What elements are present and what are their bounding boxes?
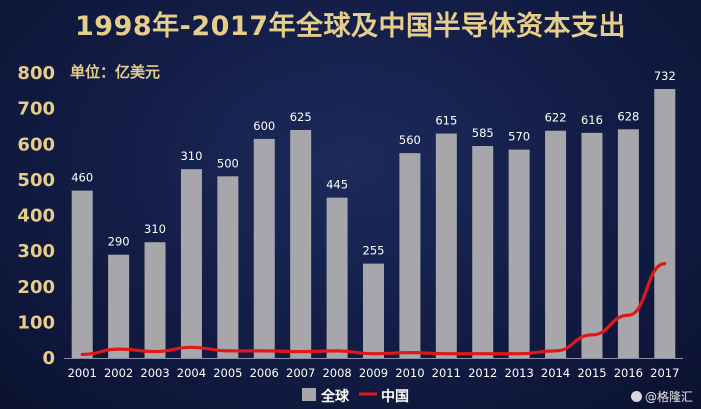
y-tick-label: 400 <box>17 206 55 227</box>
x-tick-label: 2005 <box>213 366 242 380</box>
china-series-line <box>80 261 667 357</box>
x-tick-label: 2012 <box>468 366 497 380</box>
bar <box>253 138 275 358</box>
x-tick-label: 2016 <box>614 366 643 380</box>
bar <box>144 242 166 358</box>
y-tick-label: 500 <box>17 170 55 191</box>
x-tick-label: 2015 <box>577 366 606 380</box>
bar <box>545 130 567 358</box>
x-tick-label: 2013 <box>505 366 534 380</box>
bar <box>654 89 676 358</box>
data-label: 585 <box>472 126 494 140</box>
bar <box>108 254 130 358</box>
legend-swatch-global <box>302 388 316 401</box>
data-label: 622 <box>545 111 567 125</box>
y-tick-label: 300 <box>17 241 55 262</box>
watermark-logo-icon <box>630 391 642 402</box>
x-tick-label: 2008 <box>322 366 351 380</box>
y-tick-label: 200 <box>17 277 55 298</box>
x-tick-label: 2009 <box>359 366 388 380</box>
x-tick-label: 2004 <box>177 366 206 380</box>
bar <box>472 146 494 358</box>
x-tick-label: 2003 <box>140 366 169 380</box>
data-label: 600 <box>253 119 275 133</box>
data-label: 500 <box>217 156 239 170</box>
x-tick-label: 2006 <box>250 366 279 380</box>
x-tick-label: 2002 <box>104 366 133 380</box>
bar <box>399 153 421 358</box>
y-tick-label: 800 <box>17 63 55 84</box>
bar <box>180 169 202 358</box>
data-label: 615 <box>435 114 457 128</box>
bar <box>217 176 239 358</box>
legend-label-china: 中国 <box>381 388 409 405</box>
data-label: 460 <box>71 171 93 185</box>
bar <box>363 263 384 358</box>
data-label: 310 <box>180 149 202 163</box>
data-label: 255 <box>363 244 385 258</box>
data-label: 560 <box>399 133 421 147</box>
x-tick-label: 2014 <box>541 366 570 380</box>
y-tick-label: 0 <box>42 348 55 369</box>
bar <box>508 149 530 358</box>
data-label: 732 <box>654 69 676 83</box>
watermark: @格隆汇 <box>630 388 693 405</box>
x-tick-label: 2001 <box>68 366 97 380</box>
x-tick-label: 2007 <box>286 366 315 380</box>
unit-label: 单位：亿美元 <box>70 63 161 81</box>
y-tick-label: 600 <box>17 134 55 155</box>
y-tick-label: 100 <box>17 312 55 333</box>
bar <box>290 130 312 358</box>
bar <box>326 197 348 358</box>
data-label: 570 <box>508 130 530 144</box>
data-label: 310 <box>144 222 166 236</box>
x-tick-label: 2017 <box>650 366 679 380</box>
bar <box>617 129 639 358</box>
bar <box>435 133 457 358</box>
legend-label-global: 全球 <box>320 388 350 405</box>
data-label: 625 <box>290 110 312 124</box>
data-label: 445 <box>326 178 348 192</box>
watermark-text: @格隆汇 <box>644 390 693 404</box>
data-label: 616 <box>581 113 603 127</box>
y-tick-label: 700 <box>17 99 55 120</box>
x-tick-label: 2011 <box>432 366 461 380</box>
chart-title: 1998年-2017年全球及中国半导体资本支出 <box>75 11 626 42</box>
bar <box>581 132 603 358</box>
x-tick-label: 2010 <box>395 366 424 380</box>
bar <box>71 190 93 358</box>
data-label: 628 <box>617 109 639 123</box>
data-label: 290 <box>108 235 130 249</box>
